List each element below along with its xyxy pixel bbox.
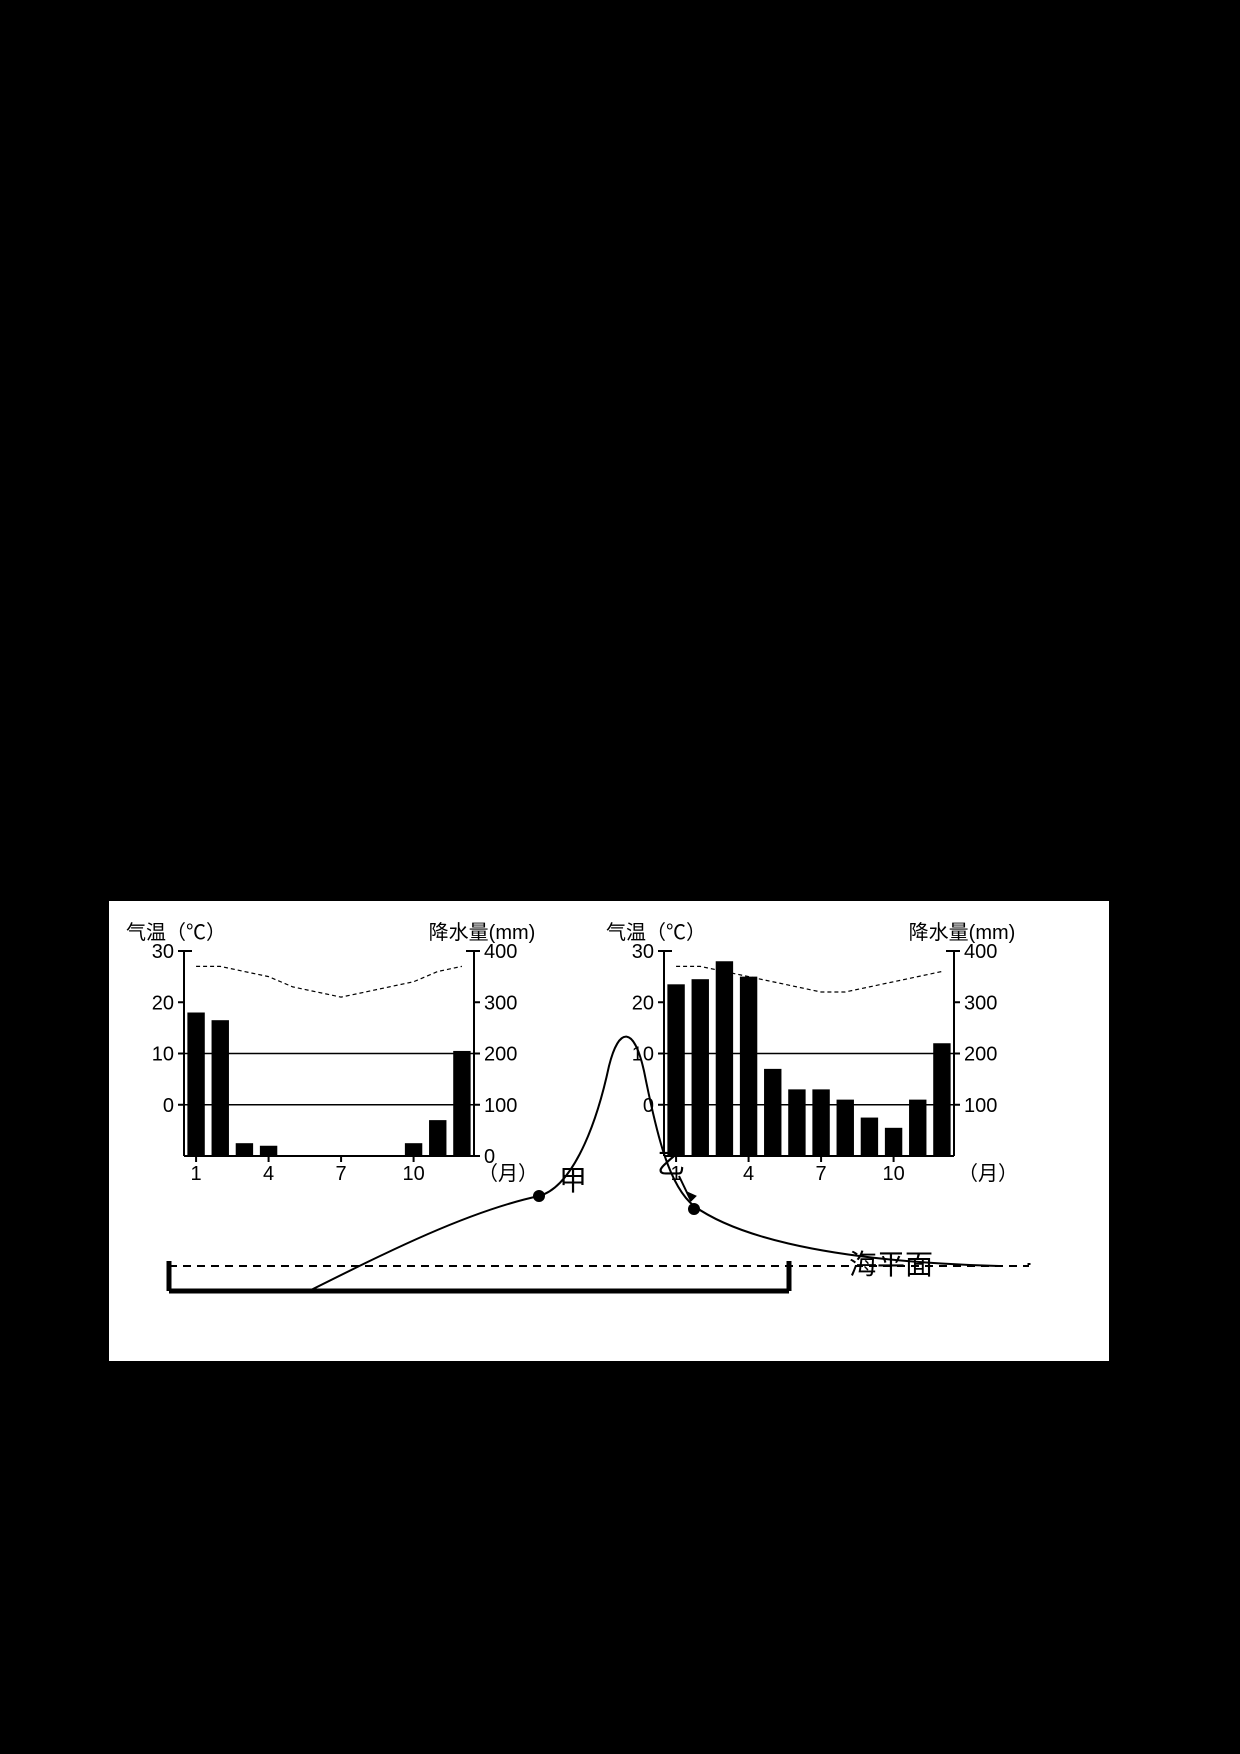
- chart-right-bar: [764, 1069, 781, 1156]
- chart-left-xtick: 4: [263, 1163, 274, 1185]
- chart-right-ytick-temp: 20: [632, 992, 654, 1014]
- chart-right-bar: [692, 979, 709, 1156]
- climate-diagram: 0 10 20 300 100 200 300 400 气温（℃） 降水量(mm) 1 4 7 10 （月）…: [108, 900, 1110, 1362]
- label-yi: 乙: [657, 1148, 685, 1179]
- chart-left-ytick-precip: 100: [484, 1095, 517, 1117]
- chart-right-bar: [933, 1043, 950, 1156]
- chart-left-bar: [236, 1143, 253, 1156]
- chart-right-ytick-precip: 300: [964, 992, 997, 1014]
- chart-right-xtick: 4: [743, 1163, 754, 1185]
- chart-left-ytick-precip: 200: [484, 1044, 517, 1066]
- chart-left-xtick: 10: [402, 1163, 424, 1185]
- chart-left-bar: [212, 1020, 229, 1156]
- chart-left-ytick-temp: 0: [163, 1095, 174, 1117]
- label-sea-level: 海平面: [849, 1249, 933, 1280]
- chart-left-temp-label: 气温（℃）: [126, 921, 226, 944]
- chart-left-bar: [405, 1143, 422, 1156]
- chart-right-ytick-precip: 200: [964, 1044, 997, 1066]
- chart-left-ytick-temp: 30: [152, 941, 174, 963]
- chart-right-ytick-precip: 100: [964, 1095, 997, 1117]
- point-jia: [533, 1190, 545, 1202]
- chart-right-xtick: 10: [882, 1163, 904, 1185]
- point-yi: [688, 1203, 700, 1215]
- chart-left-bar: [260, 1146, 277, 1156]
- chart-left-bar: [453, 1051, 470, 1156]
- chart-left-ytick-precip: 400: [484, 941, 517, 963]
- chart-right-precip-label: 降水量(mm): [909, 921, 1016, 944]
- label-jia: 甲: [559, 1165, 587, 1196]
- chart-right-bar: [861, 1118, 878, 1156]
- chart-right-bar: [885, 1128, 902, 1156]
- chart-left-temp-line: [196, 966, 462, 997]
- chart-left-ytick-temp: 10: [152, 1044, 174, 1066]
- chart-left-bar: [429, 1120, 446, 1156]
- chart-right-bar: [812, 1089, 829, 1156]
- chart-right-temp-label: 气温（℃）: [606, 921, 706, 944]
- chart-right-bar: [837, 1100, 854, 1156]
- chart-right-ytick-precip: 400: [964, 941, 997, 963]
- chart-right-bar: [909, 1100, 926, 1156]
- chart-right-xtick: 7: [816, 1163, 827, 1185]
- chart-right-bar: [740, 977, 757, 1156]
- chart-right-bar: [788, 1089, 805, 1156]
- chart-right-bar: [716, 961, 733, 1156]
- chart-left-xlabel: （月）: [478, 1162, 538, 1185]
- chart-left-xtick: 7: [336, 1163, 347, 1185]
- chart-right-bar: [667, 984, 684, 1156]
- chart-right-ytick-temp: 30: [632, 941, 654, 963]
- chart-left-ytick-precip: 300: [484, 992, 517, 1014]
- chart-left-precip-label: 降水量(mm): [429, 921, 536, 944]
- chart-left-bar: [187, 1013, 204, 1157]
- chart-right-xlabel: （月）: [958, 1162, 1018, 1185]
- chart-left-xtick: 1: [191, 1163, 202, 1185]
- chart-left-ytick-temp: 20: [152, 992, 174, 1014]
